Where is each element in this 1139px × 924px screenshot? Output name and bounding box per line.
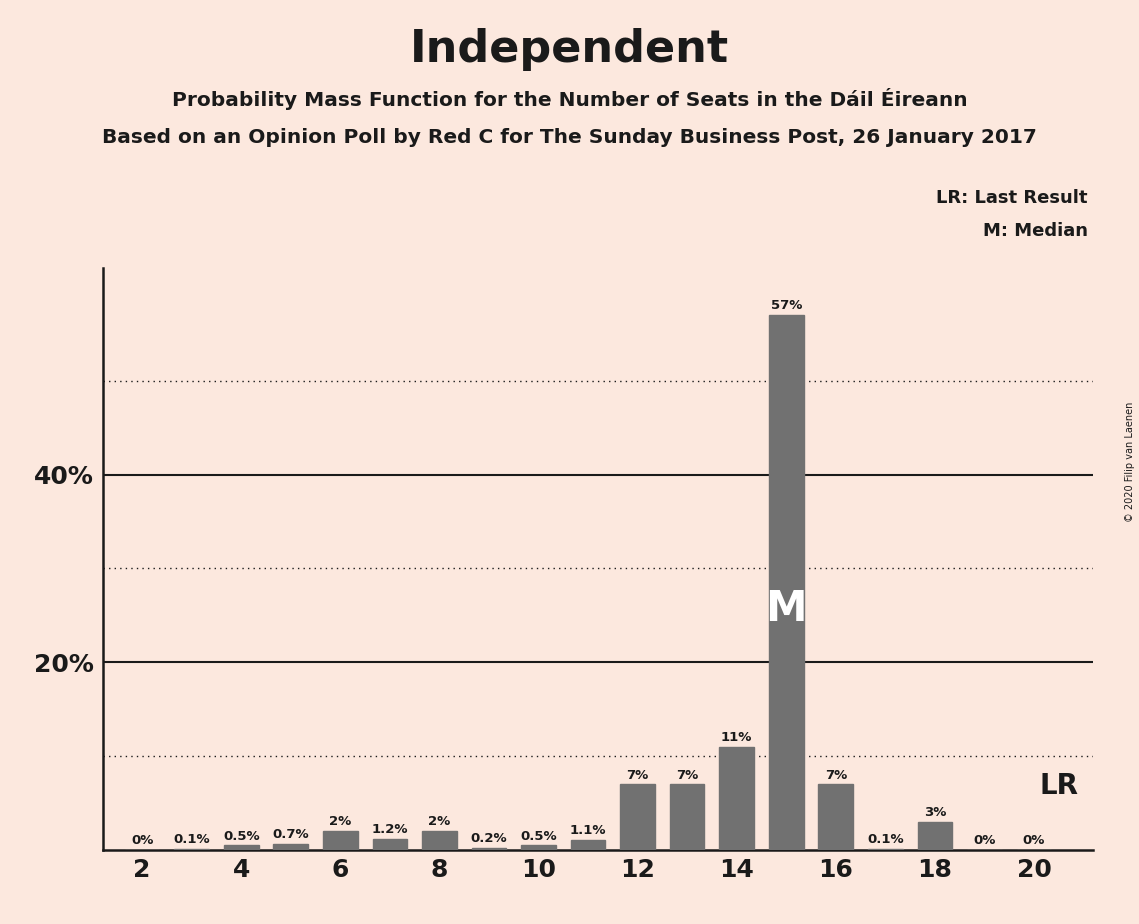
Text: 57%: 57% (771, 299, 802, 312)
Text: LR: LR (1039, 772, 1079, 800)
Bar (273, 844, 309, 850)
Text: 0.5%: 0.5% (223, 830, 260, 843)
Text: 2%: 2% (428, 816, 451, 829)
Text: Probability Mass Function for the Number of Seats in the Dáil Éireann: Probability Mass Function for the Number… (172, 88, 967, 110)
Bar (323, 832, 358, 850)
Text: M: M (765, 589, 808, 630)
Bar (571, 840, 606, 850)
Text: M: Median: M: Median (983, 222, 1088, 239)
Bar (423, 832, 457, 850)
Bar (621, 784, 655, 850)
Text: 1.1%: 1.1% (570, 824, 606, 837)
Bar (522, 845, 556, 850)
Bar (819, 784, 853, 850)
Bar (372, 839, 408, 850)
Text: 0.1%: 0.1% (173, 833, 210, 846)
Text: 0%: 0% (973, 834, 995, 847)
Text: © 2020 Filip van Laenen: © 2020 Filip van Laenen (1125, 402, 1134, 522)
Bar (174, 849, 210, 850)
Text: 0.2%: 0.2% (470, 833, 507, 845)
Text: 3%: 3% (924, 806, 947, 819)
Bar (472, 848, 507, 850)
Bar (224, 845, 259, 850)
Bar (868, 849, 903, 850)
Text: 0%: 0% (1023, 834, 1046, 847)
Text: 0.1%: 0.1% (867, 833, 903, 846)
Text: Independent: Independent (410, 28, 729, 71)
Text: 0.5%: 0.5% (521, 830, 557, 843)
Text: 0%: 0% (131, 834, 154, 847)
Bar (670, 784, 705, 850)
Text: Based on an Opinion Poll by Red C for The Sunday Business Post, 26 January 2017: Based on an Opinion Poll by Red C for Th… (103, 128, 1036, 147)
Bar (720, 747, 754, 850)
Bar (918, 822, 952, 850)
Bar (769, 315, 804, 850)
Text: LR: Last Result: LR: Last Result (936, 189, 1088, 207)
Text: 11%: 11% (721, 731, 753, 744)
Text: 2%: 2% (329, 816, 352, 829)
Text: 7%: 7% (825, 769, 847, 782)
Text: 1.2%: 1.2% (371, 823, 408, 836)
Text: 7%: 7% (626, 769, 649, 782)
Text: 0.7%: 0.7% (272, 828, 309, 841)
Text: 7%: 7% (677, 769, 698, 782)
